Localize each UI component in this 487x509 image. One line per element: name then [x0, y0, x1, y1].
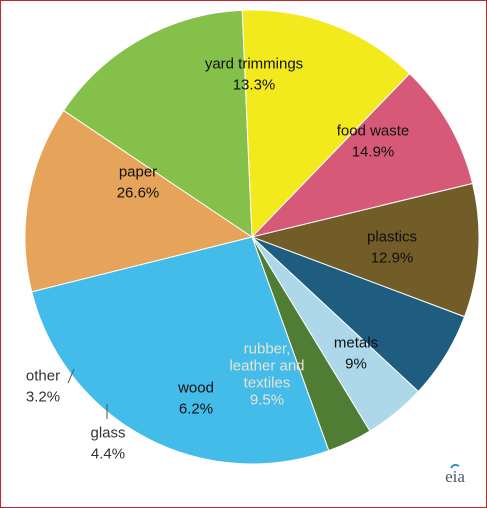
slice-rubber-leather-and-textiles — [250, 182, 480, 318]
label-metals: metals 9% — [334, 335, 378, 373]
other-leader-line — [67, 368, 75, 384]
slice-metals — [250, 72, 474, 238]
slice-yard-trimmings — [24, 109, 254, 293]
eia-logo: eia — [445, 467, 465, 486]
slice-paper — [31, 236, 330, 465]
slice-food-waste — [62, 9, 253, 238]
label-paper: paper 26.6% — [117, 164, 160, 202]
slice-plastics — [241, 9, 411, 239]
label-glass: glass 4.4% — [90, 425, 125, 463]
label-food-waste: food waste 14.9% — [337, 123, 410, 161]
eia-logo-swoosh — [450, 463, 460, 469]
label-plastics: plastics 12.9% — [367, 229, 417, 267]
label-wood: wood 6.2% — [177, 380, 214, 418]
label-rubber-leather-and-textiles: rubber, leather and textiles 9.5% — [229, 341, 304, 409]
label-other: other 3.2% — [26, 368, 60, 406]
label-yard-trimmings: yard trimmings 13.3% — [205, 56, 303, 94]
